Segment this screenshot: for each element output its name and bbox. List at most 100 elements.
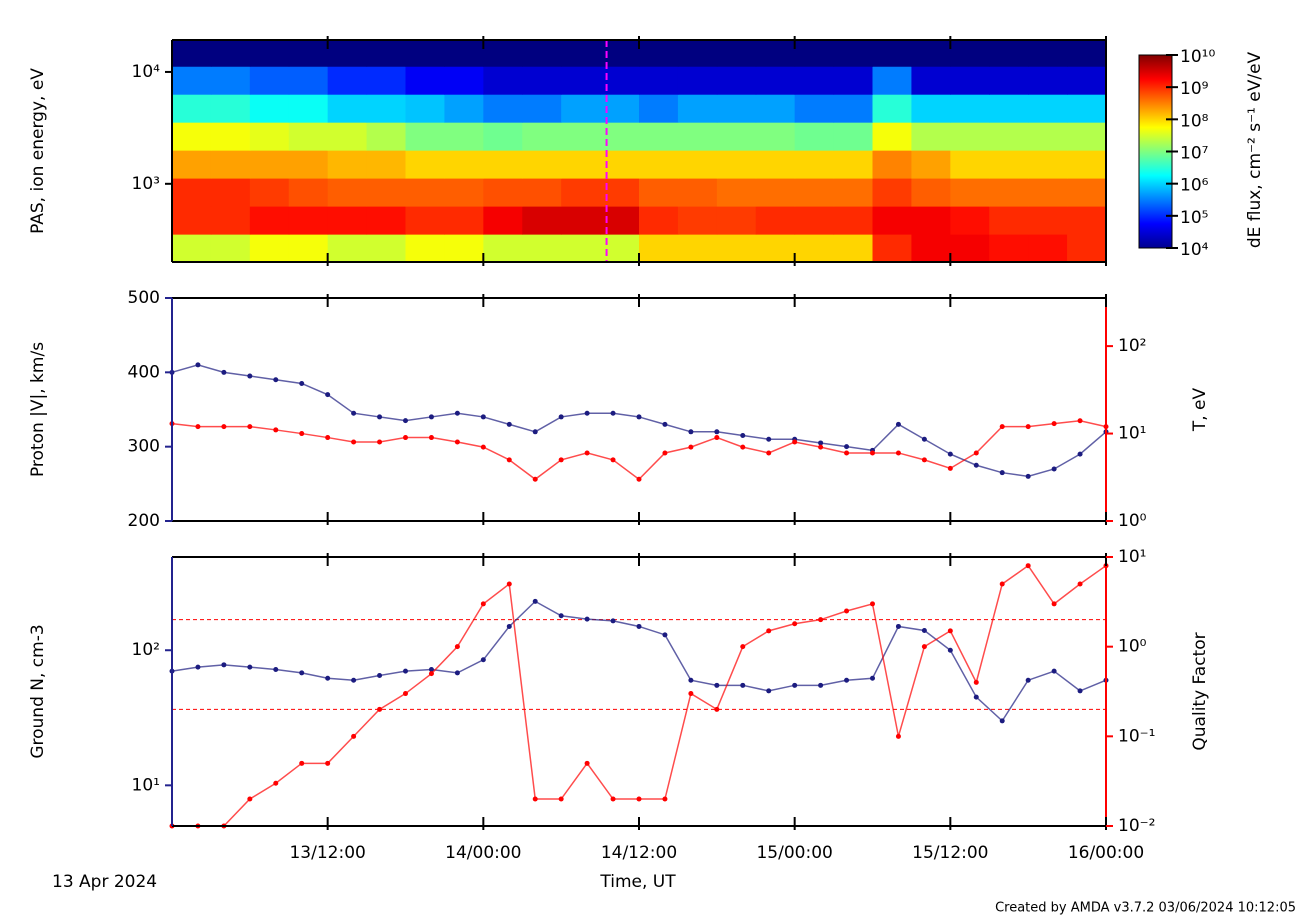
data-point: [688, 691, 694, 697]
flux-cell: [1028, 122, 1068, 151]
flux-cell: [833, 234, 873, 263]
data-point: [610, 457, 616, 463]
data-point: [221, 369, 227, 375]
colorbar-tick-label: 10⁵: [1180, 208, 1208, 228]
x-tick-label: 15/12:00: [912, 843, 988, 863]
flux-cell: [522, 122, 562, 151]
flux-cell: [911, 150, 951, 179]
flux-cell: [249, 234, 290, 263]
data-point: [532, 598, 538, 604]
flux-cell: [716, 150, 757, 179]
y-tick-label: 10³: [132, 174, 160, 194]
data-point: [740, 444, 746, 450]
flux-cell: [794, 150, 835, 179]
flux-cell: [210, 94, 251, 123]
flux-cell: [210, 122, 251, 151]
data-point: [428, 671, 434, 677]
data-point: [480, 601, 486, 607]
flux-cell: [833, 178, 873, 207]
flux-cell: [950, 94, 990, 123]
data-point: [299, 380, 305, 386]
data-point: [480, 414, 486, 420]
data-point: [999, 718, 1005, 724]
data-point: [454, 439, 460, 445]
data-point: [818, 682, 824, 688]
data-point: [792, 439, 798, 445]
flux-cell: [366, 122, 406, 151]
data-point: [273, 667, 279, 673]
y-tick-label: 10⁻²: [1118, 816, 1155, 836]
flux-cell: [327, 40, 368, 67]
y-tick-label: 300: [128, 437, 160, 457]
flux-cell: [327, 122, 368, 151]
data-point: [1025, 424, 1031, 430]
y-tick-label: 10¹: [1118, 547, 1146, 567]
flux-cell: [210, 150, 251, 179]
data-point: [688, 444, 694, 450]
flux-cell: [249, 122, 290, 151]
flux-cell: [444, 206, 484, 235]
flux-cell: [716, 234, 757, 263]
flux-cell: [794, 206, 835, 235]
data-point: [714, 429, 720, 435]
flux-cell: [872, 150, 912, 179]
flux-cell: [989, 40, 1029, 67]
series-line: [171, 420, 1107, 481]
flux-cell: [1067, 206, 1107, 235]
flux-cell: [561, 122, 601, 151]
flux-cell: [833, 40, 873, 67]
flux-cell: [561, 66, 601, 95]
data-point: [273, 377, 279, 383]
data-point: [428, 435, 434, 441]
flux-cell: [794, 94, 835, 123]
data-point: [1077, 451, 1083, 457]
flux-cell: [327, 178, 368, 207]
flux-cell: [405, 206, 445, 235]
flux-cell: [950, 66, 990, 95]
y2-axis-label: T, eV: [1190, 387, 1210, 432]
flux-cell: [1067, 150, 1107, 179]
data-point: [740, 682, 746, 688]
data-point: [662, 450, 668, 456]
flux-cell: [677, 206, 718, 235]
y-tick-label: 10⁰: [1118, 637, 1147, 657]
flux-cell: [639, 94, 679, 123]
flux-cell: [522, 178, 562, 207]
flux-cell: [288, 66, 329, 95]
data-point: [532, 796, 538, 802]
data-point: [1051, 668, 1057, 674]
data-point: [377, 673, 383, 679]
flux-cell: [249, 178, 290, 207]
y-axis-label: PAS, ion energy, eV: [28, 68, 48, 234]
x-tick-label: 16/00:00: [1068, 843, 1144, 863]
data-point: [532, 476, 538, 482]
x-tick-label: 14/00:00: [445, 843, 521, 863]
flux-cell: [483, 206, 523, 235]
colorbar-label: dE flux, cm⁻² s⁻¹ eV/eV: [1245, 51, 1265, 248]
flux-cell: [950, 206, 990, 235]
data-point: [766, 450, 772, 456]
flux-cell: [288, 206, 329, 235]
data-point: [610, 410, 616, 416]
flux-cell: [405, 178, 445, 207]
flux-cell: [327, 94, 368, 123]
x-axis-label: Time, UT: [599, 872, 676, 892]
colorbar-tick-label: 10⁷: [1180, 144, 1209, 164]
data-point: [973, 450, 979, 456]
data-point: [1051, 466, 1057, 472]
flux-cell: [755, 94, 796, 123]
data-point: [792, 682, 798, 688]
data-point: [506, 421, 512, 427]
data-point: [947, 451, 953, 457]
flux-cell: [872, 234, 912, 263]
data-point: [351, 677, 357, 683]
data-point: [506, 457, 512, 463]
data-point: [895, 450, 901, 456]
flux-cell: [327, 234, 368, 263]
flux-cell: [911, 122, 951, 151]
data-point: [428, 667, 434, 673]
flux-cell: [989, 94, 1029, 123]
flux-cell: [639, 150, 679, 179]
x-tick-label: 15/00:00: [756, 843, 832, 863]
data-point: [844, 450, 850, 456]
